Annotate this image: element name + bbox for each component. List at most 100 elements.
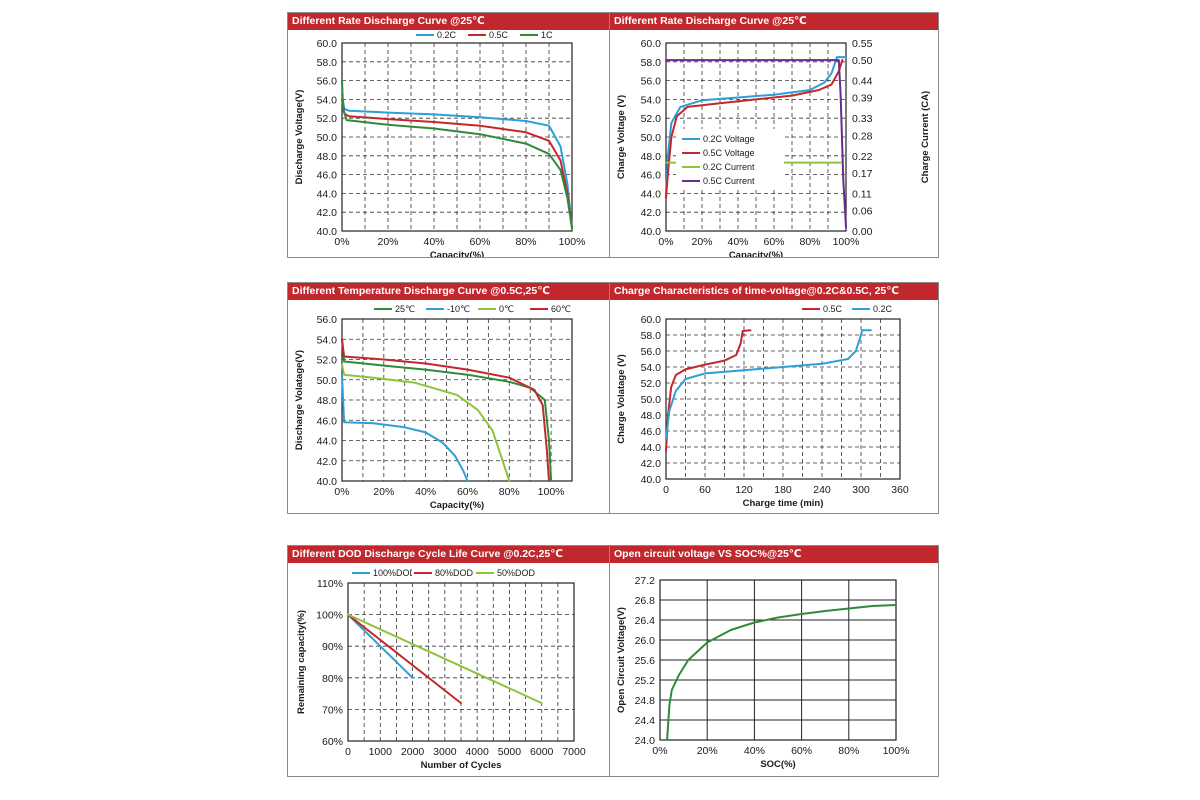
y-tick-label: 60.0 (641, 38, 662, 50)
y-tick-label: 54.0 (641, 94, 662, 106)
y-axis-label: Charge Voltage (V) (616, 95, 627, 179)
y-tick-label: 58.0 (641, 330, 662, 342)
y-tick-label: 52.0 (641, 378, 662, 390)
y-tick-label: 54.0 (641, 362, 662, 374)
y-tick-label: 58.0 (317, 57, 338, 69)
x-tick-label: 40% (727, 236, 748, 248)
x-tick-label: 120 (735, 484, 753, 496)
y-tick-label: 60% (322, 736, 343, 748)
series-line-0-2c (341, 93, 573, 230)
y2-tick-label: 0.22 (852, 151, 873, 163)
x-tick-label: 80% (838, 745, 859, 757)
y-tick-label: 48.0 (317, 395, 338, 407)
y-tick-label: 52.0 (641, 113, 662, 125)
legend-label-0-2c: 0.2C (437, 31, 457, 40)
plot-frame (665, 318, 901, 480)
grid (341, 318, 572, 482)
legend-bg (850, 303, 898, 314)
y-tick-label: 46.0 (317, 170, 338, 182)
y-tick-label: 50.0 (641, 394, 662, 406)
y-tick-label: 26.8 (635, 595, 656, 607)
y-tick-label: 48.0 (641, 151, 662, 163)
legend-label-10: -10℃ (447, 304, 470, 314)
chart-panel-rate-discharge: Different Rate Discharge Curve @25℃ 0% 20… (287, 12, 617, 258)
legend: 25℃ -10℃ 0℃ 60℃ (372, 303, 578, 314)
x-tick-label: 80% (515, 236, 536, 248)
legend-bg (476, 303, 526, 314)
x-tick-label: 60% (791, 745, 812, 757)
x-tick-label: 0 (345, 746, 351, 758)
legend-bg (528, 303, 578, 314)
chart-svg-ocv-soc: 0% 20% 40% 60% 80% 100% 24.0 24.4 24.8 25.2 25.6 26… (616, 575, 910, 770)
x-tick-label: 20% (697, 745, 718, 757)
x-tick-label: 2000 (401, 746, 425, 758)
legend-label-0-5c: 0.5C (823, 304, 843, 314)
legend-label-25: 25℃ (395, 304, 415, 314)
x-tick-label: 60% (763, 236, 784, 248)
y-tick-label: 44.0 (317, 436, 338, 448)
series-line-100-dod (347, 613, 414, 679)
legend-label-0-2c: 0.2C (873, 304, 893, 314)
y-axis-label: Open Circuit Voltage(V) (616, 607, 627, 713)
y-tick-label: 80% (322, 673, 343, 685)
y-tick-label: 46.0 (641, 426, 662, 438)
legend-label-50-dod: 50%DOD (497, 568, 536, 578)
y2-tick-label: 0.39 (852, 93, 873, 105)
y-tick-label: 52.0 (317, 113, 338, 125)
y-tick-label: 27.2 (635, 575, 656, 587)
legend-label-1c: 1C (541, 31, 553, 40)
x-tick-label: 3000 (433, 746, 457, 758)
y2-axis-label: Charge Current (CA) (920, 91, 931, 183)
x-tick-label: 100% (538, 486, 565, 498)
y-tick-label: 48.0 (317, 151, 338, 163)
legend-label-100-dod: 100%DOD (373, 568, 417, 578)
legend: 0.2C 0.5C 1C (414, 31, 568, 40)
y-tick-label: 50.0 (317, 132, 338, 144)
y-tick-label: 40.0 (641, 226, 662, 238)
x-tick-label: 1000 (369, 746, 393, 758)
x-tick-label: 0% (334, 236, 349, 248)
chart-title: Different DOD Discharge Cycle Life Curve… (288, 546, 616, 563)
y2-tick-label: 0.06 (852, 205, 873, 217)
legend-label-0-2c-voltage: 0.2C Voltage (703, 134, 755, 144)
x-tick-label: 360 (891, 484, 909, 496)
chart-svg-temperature-discharge: 0% 20% 40% 60% 80% 100% 40.0 42.0 44.0 46.0 48.0 50… (294, 303, 578, 511)
x-tick-label: 180 (774, 484, 792, 496)
series-line-0-2c-voltage (665, 56, 847, 200)
series-line-0-5c-current (665, 59, 847, 229)
y-tick-label: 60.0 (317, 38, 338, 50)
y-tick-label: 56.0 (641, 76, 662, 88)
plot-frame (341, 42, 573, 232)
series-line-0-5c (341, 98, 573, 230)
y-tick-label: 24.8 (635, 695, 656, 707)
y-tick-label: 44.0 (641, 188, 662, 200)
y2-tick-label: 0.28 (852, 130, 873, 142)
y-tick-label: 46.0 (641, 170, 662, 182)
y-tick-label: 56.0 (641, 346, 662, 358)
x-tick-label: 5000 (498, 746, 522, 758)
x-tick-label: 4000 (465, 746, 489, 758)
y-tick-label: 58.0 (641, 57, 662, 69)
x-tick-label: 100% (883, 745, 910, 757)
y2-tick-label: 0.00 (852, 226, 873, 238)
y-tick-label: 42.0 (317, 456, 338, 468)
y-tick-label: 100% (316, 610, 343, 622)
grid (665, 318, 901, 480)
series-line-ocv (666, 604, 897, 741)
legend-bg (518, 31, 568, 40)
x-axis-label: Number of Cycles (421, 760, 502, 771)
y-axis-label: Discharge Voltage(V) (294, 90, 305, 185)
chart-title: Different Rate Discharge Curve @25℃ (288, 13, 616, 30)
y-tick-label: 40.0 (641, 474, 662, 486)
y2-tick-label: 0.11 (852, 188, 872, 200)
x-axis-label: SOC(%) (760, 759, 795, 770)
plot-frame (347, 582, 575, 742)
legend-bg (350, 567, 410, 578)
plot-frame (665, 42, 847, 232)
y-axis-label: Discharge Volatage(V) (294, 350, 305, 450)
y-tick-label: 50.0 (641, 132, 662, 144)
y-tick-label: 44.0 (317, 188, 338, 200)
chart-panel-charge-time-voltage: Charge Characteristics of time-voltage@0… (609, 282, 939, 514)
x-tick-label: 40% (423, 236, 444, 248)
chart-svg-dod-cycle-life: 0 1000 2000 3000 4000 5000 6000 7000 60% 70% 80% 90… (296, 567, 586, 771)
